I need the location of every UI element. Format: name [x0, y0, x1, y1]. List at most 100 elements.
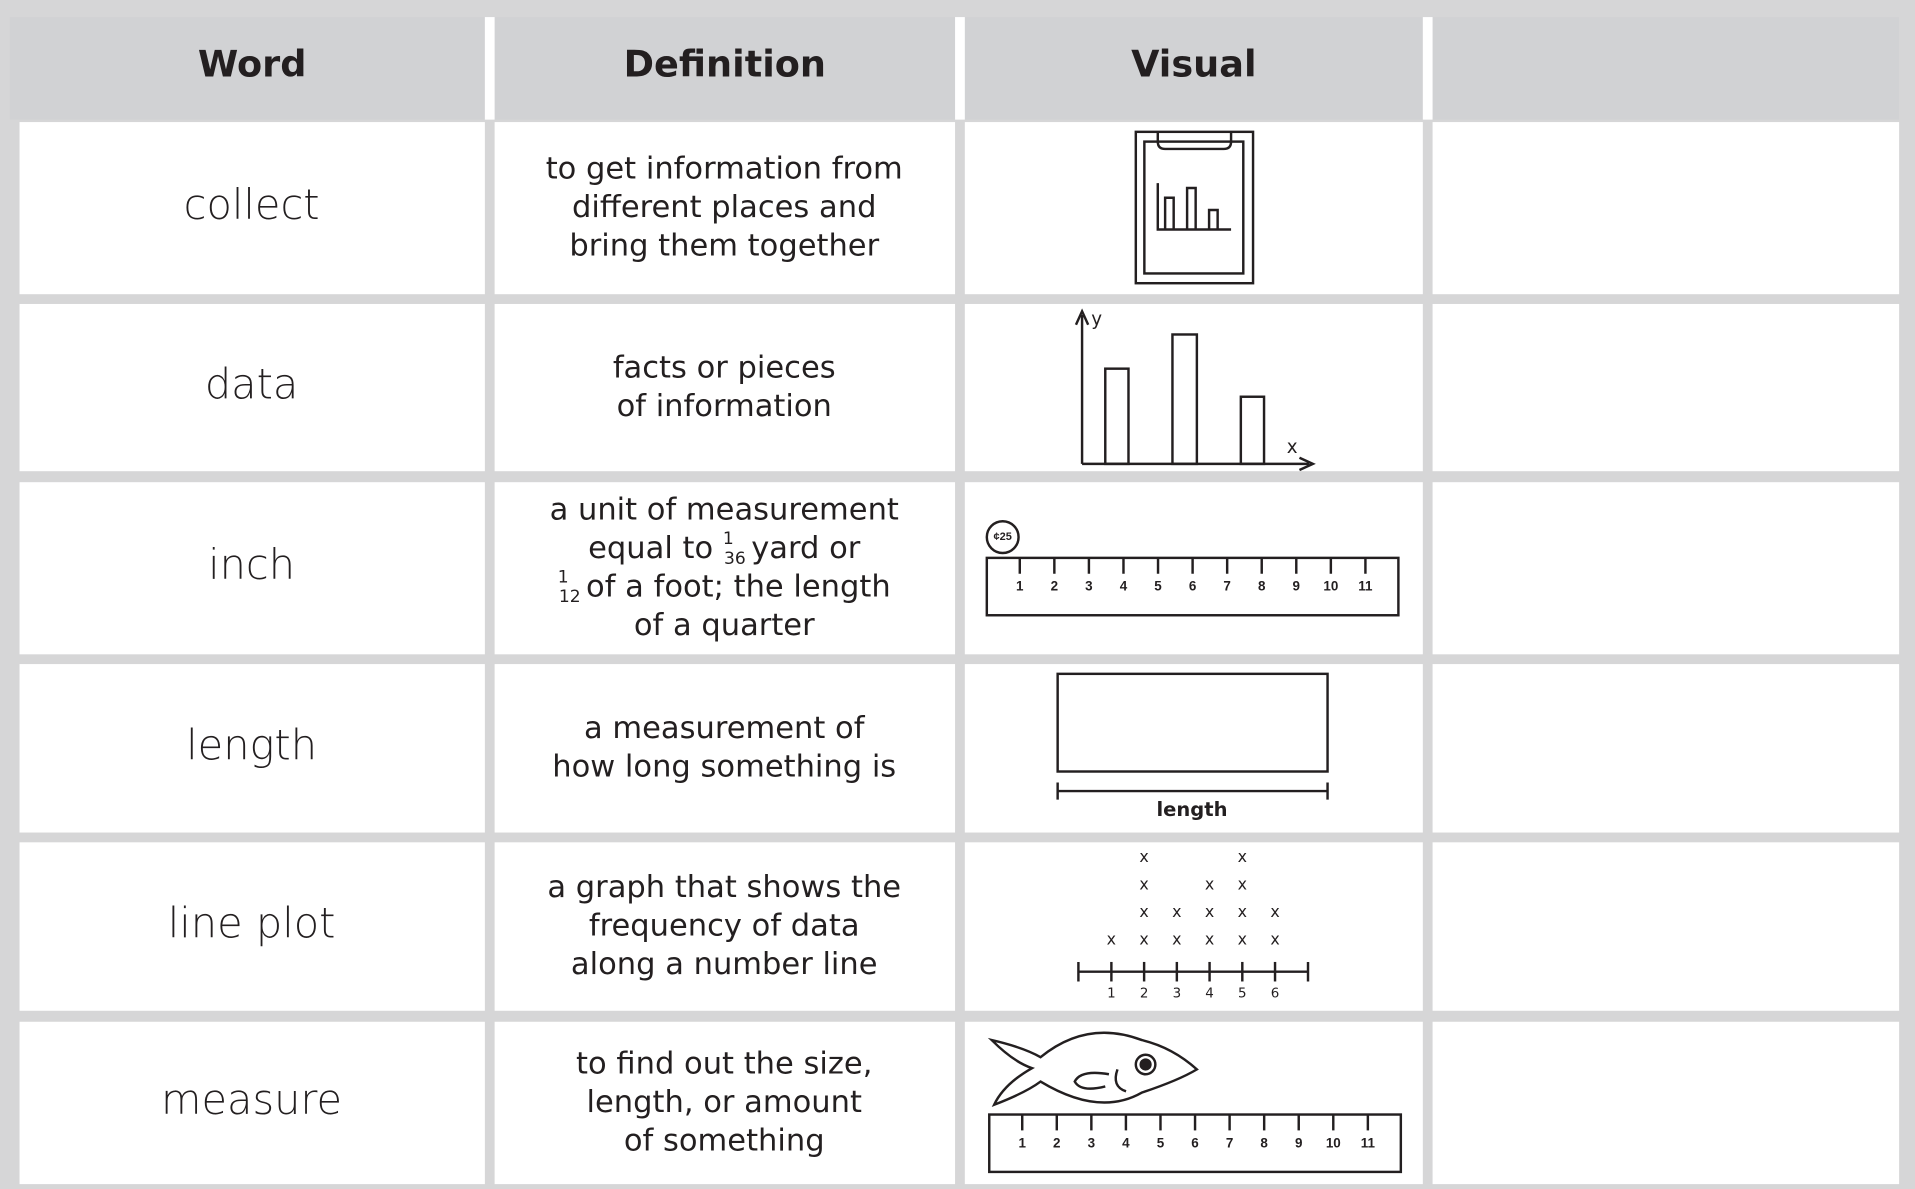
- cell: [494, 664, 956, 833]
- definition-text: a graph that shows the: [547, 870, 901, 905]
- ruler-label: 4: [1120, 579, 1128, 594]
- definition-text: bring them together: [569, 228, 879, 263]
- bar-shape: [1239, 395, 1266, 466]
- cell: [964, 303, 1423, 472]
- cell: [964, 122, 1423, 295]
- cell: [1432, 664, 1900, 833]
- cell: [494, 122, 956, 295]
- definition-line: of a quarter: [634, 607, 815, 642]
- cell: [494, 842, 956, 1011]
- plot-mark: x: [1270, 902, 1279, 921]
- word: collect: [184, 180, 320, 229]
- plot-mark: x: [1238, 902, 1247, 921]
- definition-line: 1 12 of a foot; the length: [558, 568, 891, 608]
- definition-text: how long something is: [552, 749, 896, 784]
- number-line: [1077, 961, 1310, 982]
- cell: [964, 664, 1423, 833]
- dimension-line: [1056, 782, 1329, 800]
- cell: [19, 664, 485, 833]
- plot-mark: x: [1139, 875, 1148, 894]
- clip: [1156, 131, 1233, 151]
- plot-mark: x: [1139, 902, 1148, 921]
- bar-shape: [1171, 333, 1199, 466]
- column-header: Definition: [624, 42, 826, 85]
- ruler-label: 8: [1260, 1135, 1268, 1150]
- ruler-label: 1: [1018, 1135, 1026, 1150]
- cell: [1432, 482, 1900, 655]
- plot-mark: x: [1238, 847, 1247, 866]
- header-row: [9, 17, 1900, 120]
- cell: [19, 303, 485, 472]
- length-illustration: [1056, 672, 1329, 800]
- denominator: 36: [724, 549, 746, 569]
- plot-tick-label: 2: [1140, 987, 1149, 1002]
- word: length: [186, 720, 317, 769]
- plot-mark: x: [1205, 929, 1214, 948]
- plot-mark: x: [1238, 929, 1247, 948]
- plot-mark: x: [1205, 875, 1214, 894]
- fraction: 1 12: [558, 568, 586, 608]
- plot-mark: x: [1139, 847, 1148, 866]
- fish: [987, 1031, 1199, 1108]
- axis-label: x: [1287, 437, 1298, 458]
- header-divider: [955, 17, 965, 120]
- ruler-label: 2: [1051, 579, 1058, 594]
- word: inch: [208, 540, 295, 589]
- plot-mark: x: [1238, 875, 1247, 894]
- word: measure: [161, 1075, 342, 1124]
- ruler-label: 3: [1085, 579, 1092, 594]
- definition-line: to find out the size,: [576, 1046, 872, 1081]
- length-label: length: [1156, 798, 1227, 821]
- fish-pupil: [1139, 1058, 1152, 1071]
- ruler-label: 11: [1358, 579, 1373, 594]
- word: data: [205, 360, 299, 409]
- header-divider: [1422, 17, 1433, 120]
- plot-tick-label: 4: [1205, 987, 1214, 1002]
- ruler-label: 8: [1258, 579, 1266, 594]
- ruler-label: 4: [1122, 1135, 1130, 1150]
- plot-mark: x: [1172, 902, 1181, 921]
- bar-shape: [1104, 367, 1130, 466]
- definition-line: bring them together: [569, 228, 879, 263]
- cell: [494, 482, 956, 655]
- denominator: 12: [559, 587, 581, 607]
- numerator: 1: [723, 529, 734, 549]
- ruler-label: 11: [1361, 1135, 1376, 1150]
- definition-line: to get information from: [546, 151, 903, 186]
- definition-text: to find out the size,: [576, 1046, 872, 1081]
- word: line plot: [168, 899, 336, 948]
- axis-label: y: [1091, 309, 1102, 330]
- cell: [494, 303, 956, 472]
- definition-text: of information: [617, 388, 832, 423]
- cell: [19, 122, 485, 295]
- definition-line: different places and: [572, 190, 876, 225]
- column-header: Word: [198, 42, 307, 85]
- ruler-label: 6: [1191, 1135, 1198, 1150]
- cell: [1432, 303, 1900, 472]
- ruler-label: 5: [1157, 1135, 1165, 1150]
- coin: [985, 520, 1020, 555]
- ruler-label: 1: [1016, 579, 1024, 594]
- definition-line: frequency of data: [589, 908, 860, 943]
- ruler-label: 10: [1326, 1135, 1341, 1150]
- definition-line: along a number line: [571, 946, 878, 981]
- definition-text: of something: [624, 1123, 825, 1158]
- definition-line: a graph that shows the: [547, 870, 901, 905]
- cell: [1432, 842, 1900, 1011]
- bar-illustration: [1074, 308, 1316, 472]
- cell: [19, 1021, 485, 1185]
- ruler-label: 3: [1088, 1135, 1095, 1150]
- numerator: 1: [558, 568, 569, 588]
- cells: [19, 122, 1900, 1185]
- ruler-label: 7: [1223, 579, 1230, 594]
- plot-mark: x: [1107, 929, 1116, 948]
- definition-text: of a foot; the length: [586, 569, 891, 604]
- ruler-label: 5: [1154, 579, 1162, 594]
- definition-text: length, or amount: [587, 1084, 862, 1119]
- plot-mark: x: [1139, 929, 1148, 948]
- definition-line: of information: [617, 388, 832, 423]
- fish-illustration: [987, 1031, 1199, 1108]
